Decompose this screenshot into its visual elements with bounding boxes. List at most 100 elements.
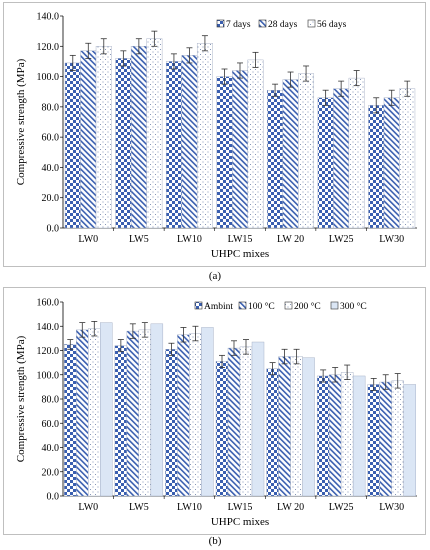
- bar: [302, 357, 315, 497]
- bar: [379, 381, 392, 497]
- bar: [126, 330, 140, 497]
- legend-label: 28 days: [268, 20, 298, 30]
- x-tick-label: LW25: [329, 234, 354, 245]
- x-tick-label: LW 20: [277, 234, 304, 245]
- bar: [298, 73, 315, 229]
- legend-swatch: [330, 301, 339, 310]
- bar: [367, 384, 380, 497]
- bar: [267, 89, 284, 229]
- bar: [317, 97, 334, 229]
- bar: [316, 375, 330, 497]
- x-axis-title: UHPC mixes: [211, 516, 269, 528]
- caption-a: (a): [208, 270, 222, 282]
- bar: [189, 333, 202, 497]
- bar: [399, 88, 416, 229]
- bar: [88, 328, 101, 497]
- x-axis-title: UHPC mixes: [211, 248, 269, 260]
- bar: [95, 46, 112, 229]
- bar: [115, 58, 132, 229]
- bar: [150, 323, 164, 497]
- bar: [146, 38, 163, 229]
- bar: [227, 347, 241, 497]
- bar: [165, 349, 178, 497]
- legend-swatch: [216, 19, 225, 28]
- bar: [64, 344, 77, 497]
- bar: [232, 70, 248, 229]
- x-tick-label: LW5: [129, 234, 149, 245]
- bar: [282, 79, 299, 229]
- bar: [266, 368, 279, 497]
- y-tick-label: 80.0: [42, 102, 60, 113]
- bar: [333, 88, 350, 229]
- chart-panel-a: 0.0 20.0 40.0 60.0 80.0 100.0 120.0 140.0 LW0 LW5…: [3, 2, 426, 267]
- legend-label: Ambint: [204, 302, 233, 312]
- y-tick-label: 100.0: [37, 72, 60, 83]
- bar: [64, 62, 81, 229]
- x-tick-label: LW10: [177, 502, 202, 513]
- x-tick-label: LW30: [379, 502, 404, 513]
- x-tick-label: LW5: [129, 502, 149, 513]
- legend-label: 300 °C: [340, 301, 367, 312]
- y-tick-label: 120.0: [37, 346, 60, 357]
- legend-swatch: [307, 19, 316, 28]
- chart-panel-b: 0.0 20.0 40.0 60.0 80.0 100.0 120.0 140.0 160.0 L…: [3, 287, 426, 535]
- bar: [278, 356, 291, 497]
- bar: [76, 329, 89, 497]
- bar: [247, 59, 264, 229]
- y-tick-label: 60.0: [42, 133, 60, 144]
- legend-label: 100 °C: [248, 301, 275, 312]
- y-tick-label: 140.0: [37, 322, 60, 333]
- caption-b: (b): [208, 535, 222, 547]
- x-tick-label: LW0: [78, 234, 98, 245]
- bar: [181, 55, 198, 229]
- bar: [391, 380, 404, 497]
- bar: [368, 105, 385, 229]
- legend-swatch: [238, 301, 247, 310]
- bar: [196, 43, 213, 229]
- bar: [177, 334, 190, 497]
- x-tick-label: LW0: [78, 502, 98, 513]
- bar: [201, 327, 214, 497]
- y-tick-label: 0.0: [47, 224, 60, 235]
- y-tick-label: 80.0: [42, 395, 60, 406]
- y-tick-label: 20.0: [42, 193, 60, 204]
- y-tick-label: 40.0: [42, 443, 60, 454]
- bar: [348, 77, 365, 229]
- y-tick-label: 140.0: [37, 12, 60, 23]
- bar: [114, 345, 128, 497]
- legend-label: 56 days: [317, 20, 347, 30]
- bar: [328, 374, 342, 497]
- x-tick-label: LW10: [177, 234, 202, 245]
- bar: [130, 46, 147, 229]
- legend-swatch: [194, 301, 203, 310]
- legend-swatch: [284, 301, 293, 310]
- y-tick-label: 120.0: [37, 42, 60, 53]
- y-tick-label: 100.0: [37, 370, 60, 381]
- bar: [138, 329, 152, 497]
- bar: [239, 346, 253, 497]
- x-tick-label: LW 20: [277, 502, 304, 513]
- chart-a: 0.0 20.0 40.0 60.0 80.0 100.0 120.0 140.0 LW0 LW5…: [15, 12, 417, 260]
- bar: [216, 76, 233, 229]
- bar: [100, 322, 113, 497]
- bar: [80, 50, 97, 229]
- bar: [383, 97, 400, 229]
- bar: [352, 375, 366, 497]
- x-tick-label: LW25: [329, 502, 354, 513]
- y-tick-label: 40.0: [42, 163, 60, 174]
- y-tick-label: 60.0: [42, 419, 60, 430]
- chart-b: 0.0 20.0 40.0 60.0 80.0 100.0 120.0 140.0 160.0 L…: [15, 298, 417, 528]
- bar: [403, 384, 416, 497]
- y-tick-label: 20.0: [42, 467, 60, 478]
- x-tick-label: LW15: [228, 502, 253, 513]
- bar: [251, 341, 265, 497]
- y-tick-label: 160.0: [37, 298, 60, 309]
- bar: [340, 372, 354, 497]
- bar: [165, 61, 182, 229]
- y-axis-title: Compressive strength (MPa): [15, 58, 27, 185]
- bar: [290, 356, 303, 497]
- x-tick-label: LW30: [379, 234, 404, 245]
- bar: [215, 361, 229, 497]
- legend-swatch: [258, 19, 267, 28]
- x-tick-label: LW15: [228, 234, 253, 245]
